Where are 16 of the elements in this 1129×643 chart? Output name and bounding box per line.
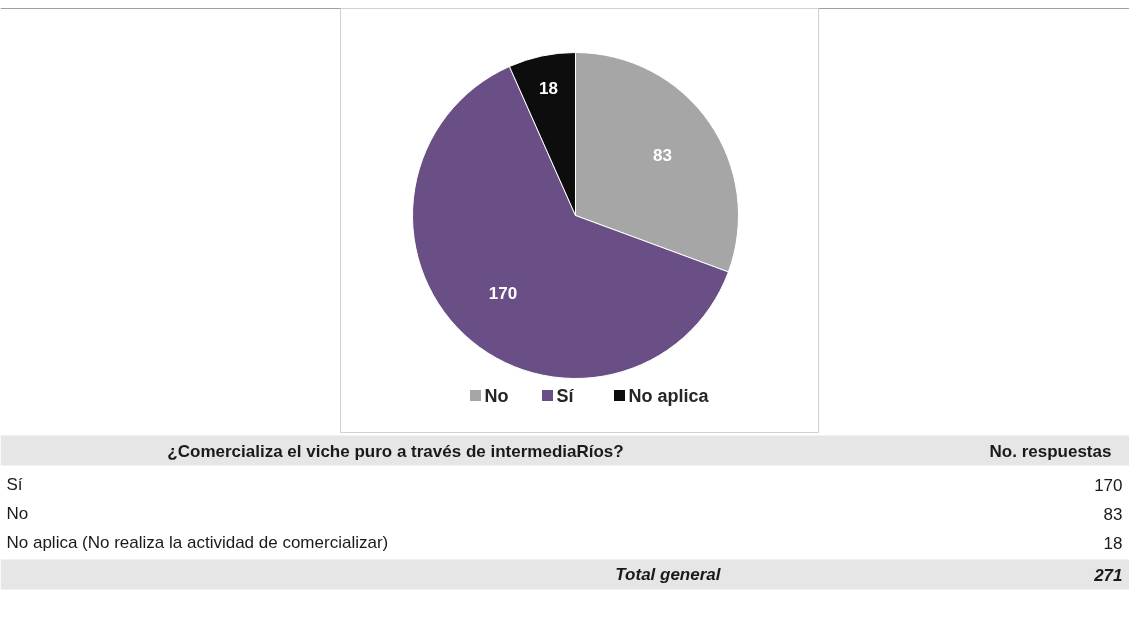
legend-label: No aplica [628, 385, 710, 406]
text: 170 [1094, 475, 1123, 495]
text: 271 [1093, 565, 1123, 585]
text: ¿Comercializa el viche puro a través de intermediaRíos? [167, 442, 624, 461]
legend-label: Sí [556, 385, 575, 406]
text: 83 [1103, 504, 1123, 524]
text: 18 [1103, 533, 1123, 553]
data-label: 18 [539, 78, 558, 98]
legend-label: No [484, 385, 509, 406]
data-label: 170 [488, 283, 518, 303]
data-label: 83 [652, 145, 672, 165]
text: Sí [6, 475, 23, 494]
text: No [6, 504, 29, 523]
text: No. respuestas [989, 442, 1112, 461]
text: Total general [615, 565, 722, 584]
text: No aplica (No realiza la actividad de comercializar) [6, 533, 389, 552]
